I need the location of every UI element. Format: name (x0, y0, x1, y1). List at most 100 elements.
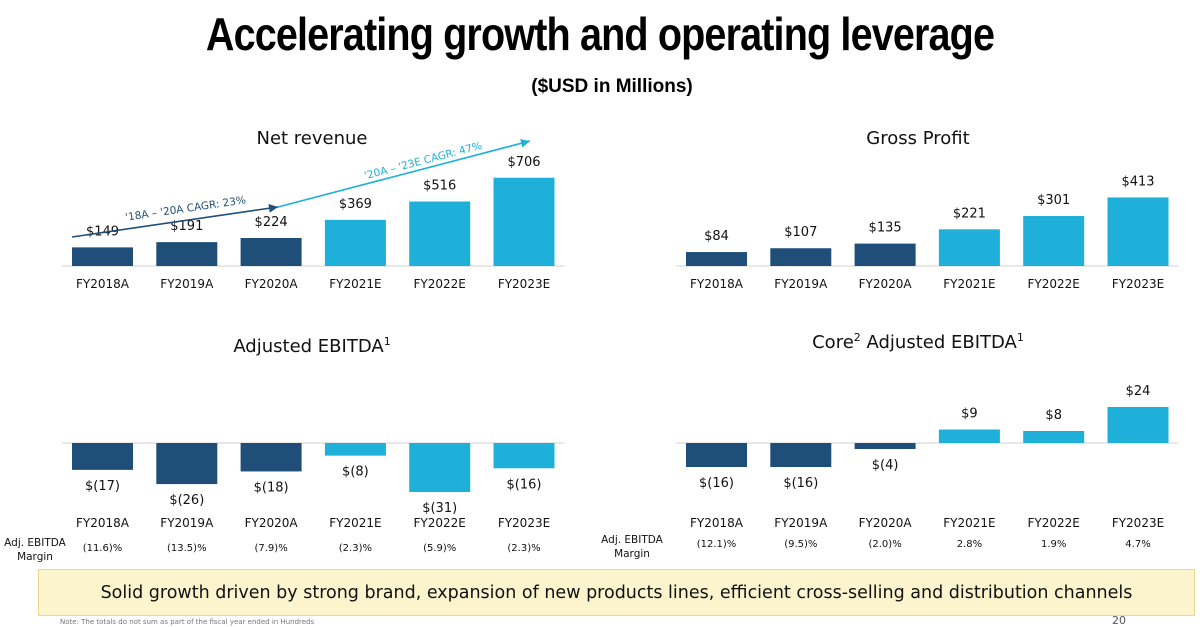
cagr-arrow-line (277, 140, 531, 208)
data-label: $84 (704, 229, 729, 244)
footnote: Note: The totals do not sum as part of t… (60, 618, 315, 626)
category-label: FY2019A (774, 516, 828, 530)
bar-fy2023e (493, 443, 555, 469)
category-label: FY2023E (1112, 516, 1164, 530)
bar-fy2020a (854, 243, 916, 266)
category-label: FY2022E (414, 277, 466, 291)
category-label: FY2019A (160, 277, 214, 291)
data-label: $9 (961, 407, 978, 422)
margin-row-label-line2: Margin (17, 551, 53, 563)
category-label: FY2020A (245, 277, 299, 291)
category-label: FY2021E (329, 516, 381, 530)
data-label: $(17) (85, 479, 120, 494)
category-label: FY2020A (245, 516, 299, 530)
chart-title-text-2: Adjusted EBITDA (861, 332, 1018, 353)
category-label: FY2022E (414, 516, 466, 530)
category-label: FY2021E (943, 277, 995, 291)
category-label: FY2018A (76, 516, 130, 530)
margin-value: (12.1)% (697, 539, 737, 550)
bar-fy2023e (1107, 197, 1169, 266)
data-label: $135 (869, 221, 902, 236)
bar-fy2018a (72, 443, 133, 470)
data-label: $8 (1045, 408, 1062, 423)
category-label: FY2023E (498, 516, 550, 530)
chart-title: Adjusted EBITDA1 (233, 335, 390, 357)
cagr-annotation: '20A – '23E CAGR: 47% (363, 140, 483, 182)
category-label: FY2018A (76, 277, 130, 291)
margin-row-label: Adj. EBITDA Margin (4, 537, 67, 563)
chart-title: Core2 Adjusted EBITDA1 (812, 331, 1024, 353)
margin-row-label-line1: Adj. EBITDA (601, 534, 664, 546)
chart-title-text: Gross Profit (866, 128, 969, 149)
bar-fy2019a (770, 248, 832, 266)
data-label: $301 (1037, 193, 1070, 208)
summary-banner: Solid growth driven by strong brand, exp… (38, 569, 1195, 616)
margin-value: 1.9% (1041, 539, 1066, 550)
margin-value: (11.6)% (83, 543, 123, 554)
category-label: FY2020A (859, 277, 913, 291)
margin-value: (2.3)% (339, 543, 372, 554)
chart-title-superscript: 2 (854, 331, 861, 344)
category-label: FY2022E (1028, 277, 1080, 291)
bar-fy2021e (938, 229, 1000, 266)
cagr-arrow-line (71, 206, 279, 238)
data-label: $107 (784, 225, 817, 240)
category-label: FY2019A (774, 277, 828, 291)
margin-value: (7.9)% (254, 543, 287, 554)
category-label: FY2018A (690, 516, 744, 530)
chart-title-superscript-2: 1 (1017, 331, 1024, 344)
margin-value: (5.9)% (423, 543, 456, 554)
chart-title-text: Adjusted EBITDA (233, 336, 384, 357)
bar-fy2018a (686, 443, 747, 467)
margin-value: (13.5)% (167, 543, 207, 554)
data-label: $221 (953, 206, 986, 221)
bar-fy2022e (1023, 216, 1085, 266)
bar-fy2020a (854, 443, 916, 449)
margin-value: (2.0)% (868, 539, 901, 550)
cagr-arrow-head (520, 139, 530, 148)
data-label: $(18) (254, 480, 289, 495)
cagr-arrow-head (268, 203, 278, 213)
bar-fy2019a (770, 443, 832, 467)
category-label: FY2019A (160, 516, 214, 530)
data-label: $516 (423, 179, 456, 194)
data-label: $(8) (342, 465, 369, 480)
data-label: $(16) (783, 476, 818, 491)
bar-fy2019a (156, 443, 218, 485)
data-label: $369 (339, 197, 372, 212)
chart-title-text: Core (812, 332, 854, 353)
margin-row-label-line1: Adj. EBITDA (4, 537, 67, 549)
bar-fy2023e (1107, 407, 1169, 443)
data-label: $(4) (872, 458, 899, 473)
category-label: FY2023E (1112, 277, 1164, 291)
page-number: 20 (1112, 614, 1126, 627)
bar-fy2022e (409, 443, 471, 492)
data-label: $706 (507, 155, 540, 170)
bar-fy2020a (240, 238, 302, 266)
data-label: $24 (1126, 384, 1151, 399)
margin-value: (9.5)% (784, 539, 817, 550)
category-label: FY2018A (690, 277, 744, 291)
bar-fy2020a (240, 443, 302, 472)
data-label: $191 (170, 219, 203, 234)
bar-fy2021e (324, 219, 386, 266)
bar-fy2018a (686, 252, 747, 266)
bar-fy2021e (938, 429, 1000, 443)
bar-fy2021e (324, 443, 386, 456)
category-label: FY2021E (943, 516, 995, 530)
data-label: $(16) (699, 476, 734, 491)
margin-row-label: Adj. EBITDA Margin (601, 534, 664, 560)
category-label: FY2023E (498, 277, 550, 291)
data-label: $224 (255, 215, 288, 230)
bar-fy2022e (409, 201, 471, 266)
margin-value: 4.7% (1125, 539, 1150, 550)
chart-title: Net revenue (256, 128, 367, 149)
bar-fy2023e (493, 177, 555, 266)
chart-title-text: Net revenue (256, 128, 367, 149)
margin-value: 2.8% (957, 539, 982, 550)
page-title: Accelerating growth and operating levera… (205, 8, 995, 60)
page-subtitle: ($USD in Millions) (531, 76, 693, 97)
data-label: $(31) (422, 501, 457, 516)
category-label: FY2021E (329, 277, 381, 291)
